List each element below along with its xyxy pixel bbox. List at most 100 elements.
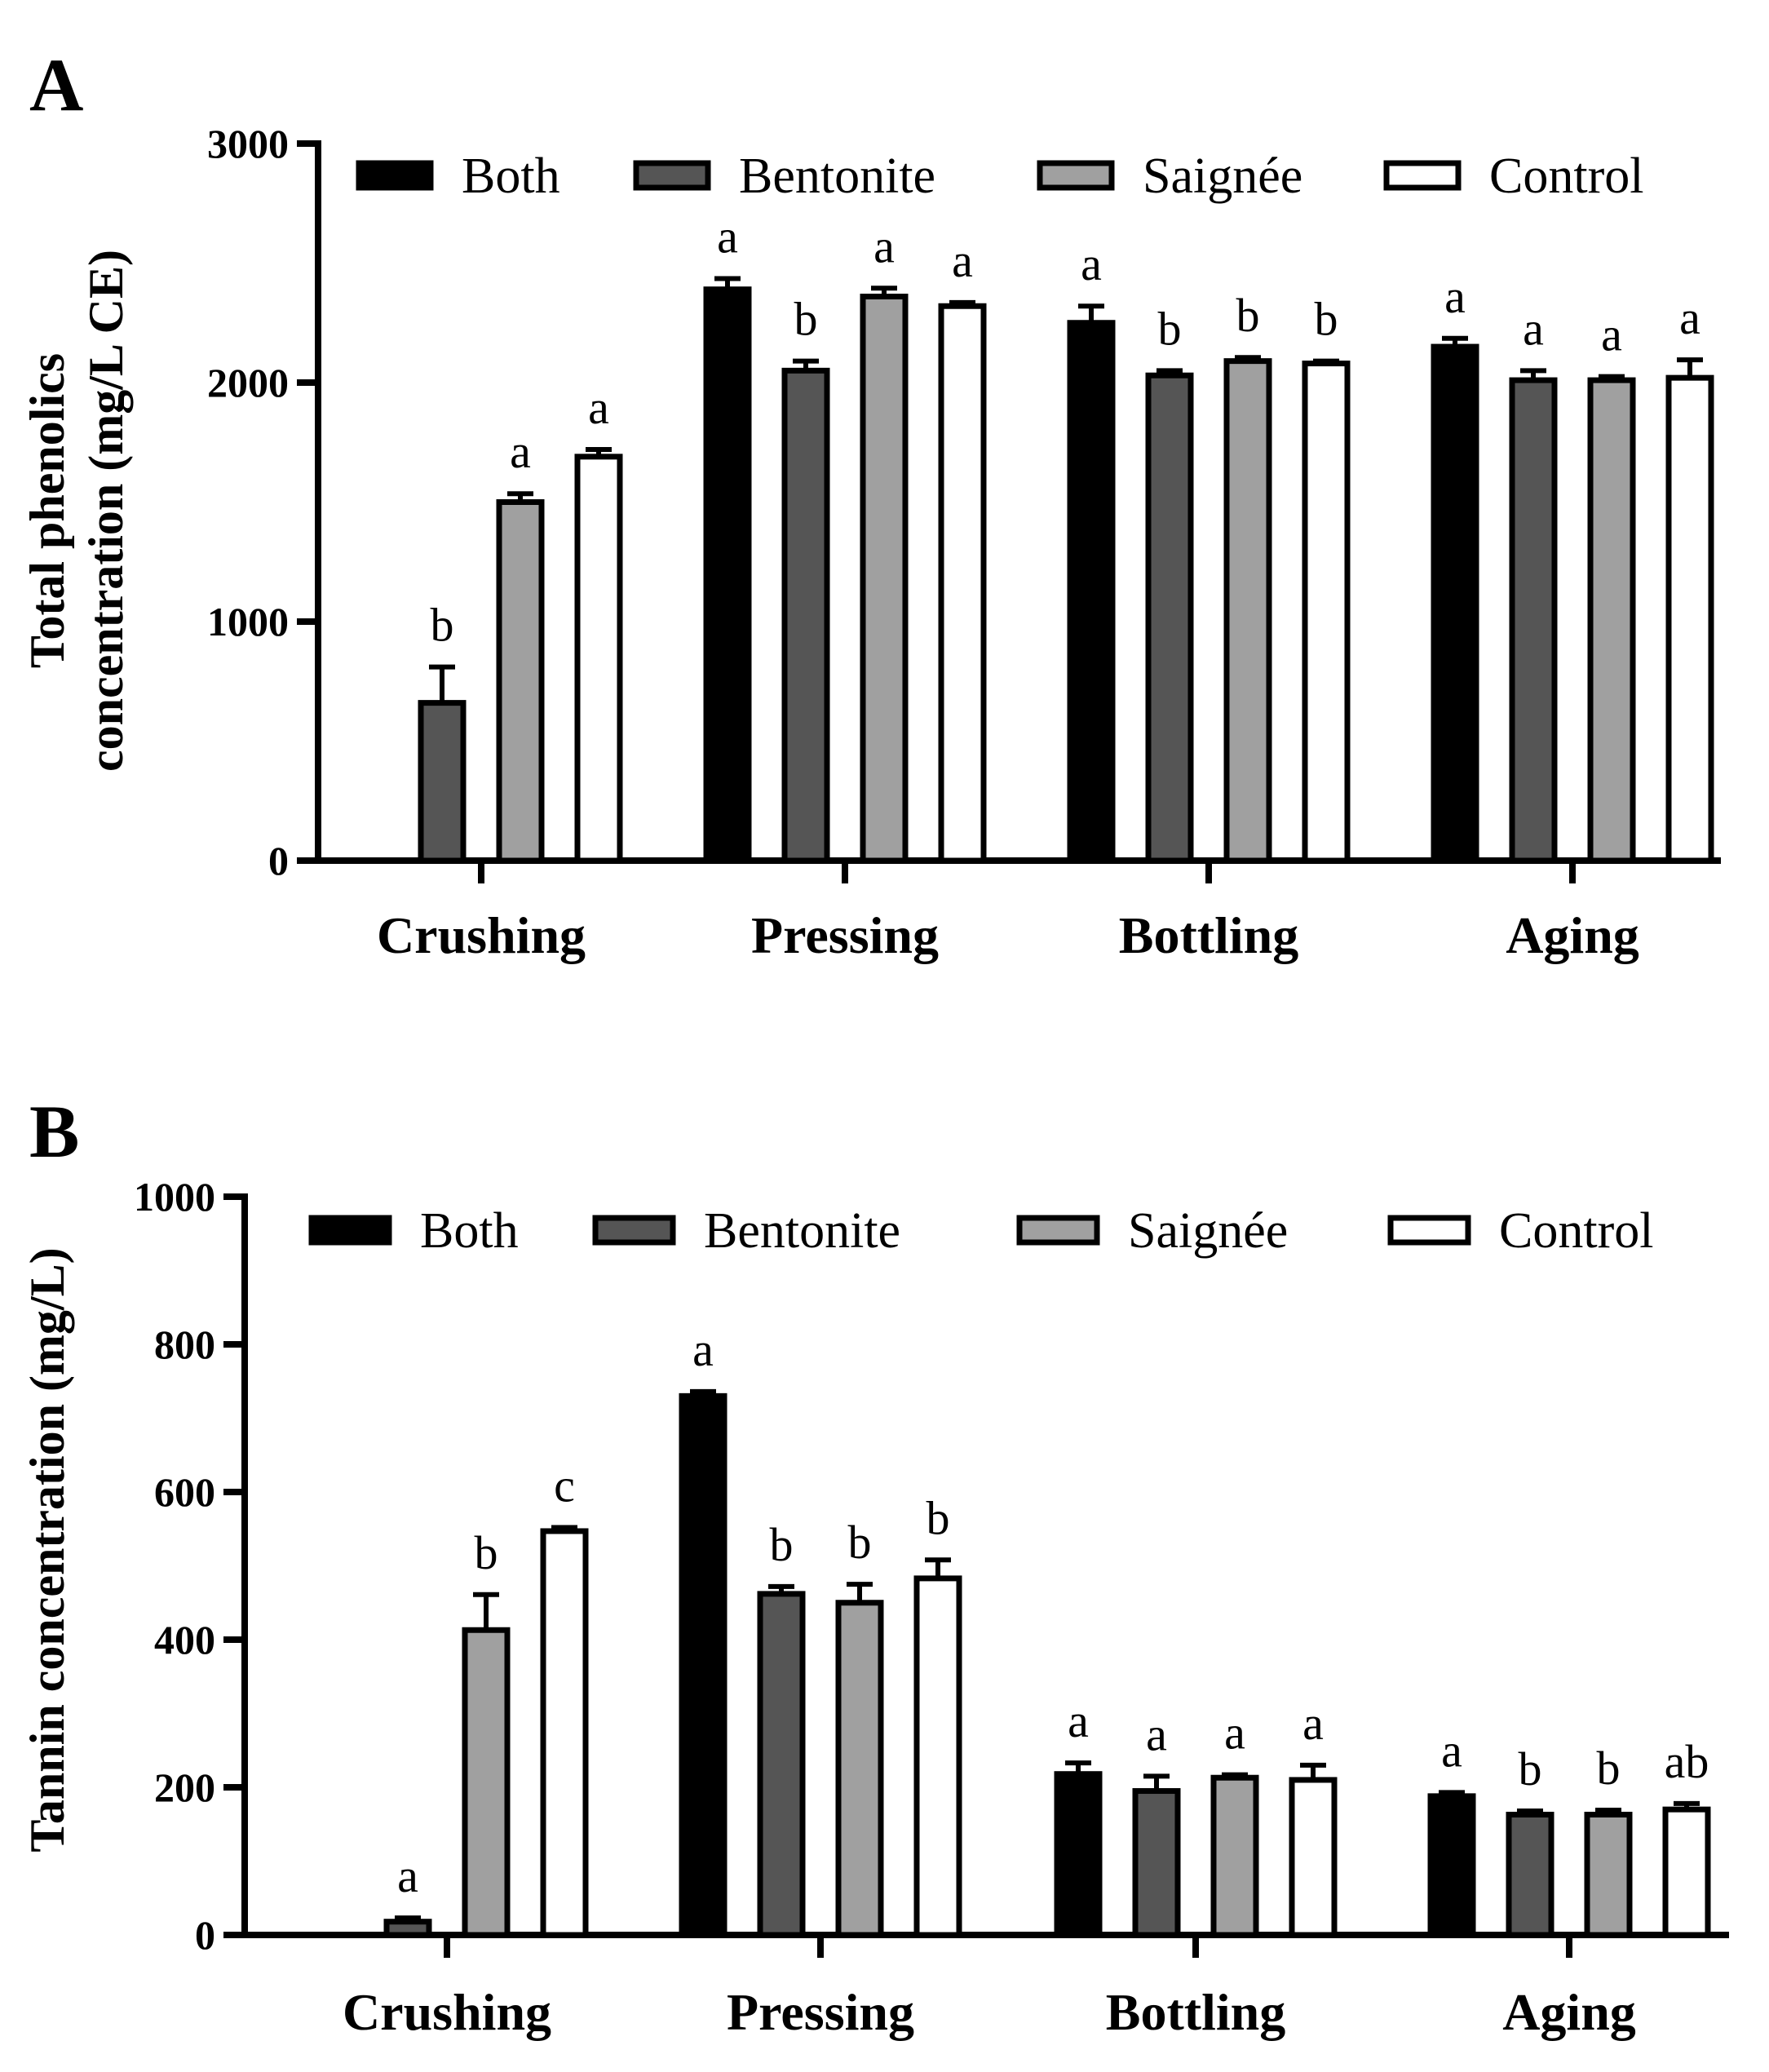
y-tick-label: 2000	[207, 360, 289, 405]
bar-saigne-pressing	[860, 294, 909, 864]
significance-letter: b	[1315, 293, 1338, 346]
bar-control-aging	[1665, 374, 1714, 864]
x-tick-label: Crushing	[343, 1983, 551, 2041]
legend-label: Bentonite	[704, 1203, 900, 1259]
bar-control-bottling	[1289, 1777, 1338, 1938]
y-tick-label: 600	[154, 1469, 215, 1515]
significance-letter: b	[431, 599, 454, 652]
legend-swatch	[308, 1215, 392, 1246]
significance-letter: b	[1597, 1742, 1621, 1795]
significance-letter: a	[692, 1323, 714, 1376]
panel-b-letter: B	[29, 1090, 79, 1173]
x-tick-label: Aging	[1502, 1983, 1636, 2041]
bar-control-aging	[1662, 1806, 1711, 1938]
legend-label: Saignée	[1128, 1203, 1288, 1259]
panel-a: A Total phenolics concentration (mg/L CE…	[20, 43, 1721, 964]
significance-letter: b	[1519, 1742, 1542, 1795]
legend-label: Control	[1489, 148, 1643, 204]
significance-letter: a	[1224, 1707, 1245, 1760]
legend-swatch	[1387, 1215, 1471, 1246]
legend-swatch	[592, 1215, 676, 1246]
bar-bentonite-pressing	[757, 1591, 806, 1938]
bar-control-crushing	[540, 1528, 589, 1938]
bar-saigne-crushing	[496, 499, 545, 864]
significance-letter: a	[1444, 270, 1466, 323]
legend-swatch	[1037, 160, 1115, 191]
significance-letter: a	[952, 234, 973, 287]
panel-a-y-axis-title-line2: concentration (mg/L CE)	[79, 250, 133, 772]
significance-letter: a	[873, 219, 895, 272]
bar-bentonite-bottling	[1145, 372, 1194, 864]
bar-saigne-aging	[1584, 1811, 1633, 1938]
significance-letter: b	[770, 1518, 794, 1571]
x-tick-label: Pressing	[727, 1983, 914, 2041]
bar-saigne-bottling	[1223, 358, 1272, 864]
bar-both-bottling	[1054, 1771, 1103, 1938]
bar-bentonite-aging	[1509, 377, 1558, 864]
panel-a-plot-area: 0 1000 2000 3000 Crushing b a a Pressing a b a a Bott…	[207, 121, 1721, 964]
x-tick-label: Pressing	[751, 906, 939, 964]
bar-control-bottling	[1302, 361, 1351, 864]
bar-both-pressing	[679, 1392, 728, 1938]
x-tick-label: Bottling	[1119, 906, 1298, 964]
bar-control-pressing	[913, 1575, 962, 1938]
bar-saigne-pressing	[835, 1600, 884, 1938]
bar-both-pressing	[703, 286, 752, 864]
bar-both-aging	[1431, 343, 1479, 864]
y-tick-label: 0	[268, 838, 289, 883]
significance-letter: ab	[1665, 1735, 1709, 1788]
bar-both-aging	[1427, 1793, 1476, 1938]
y-tick-label: 1000	[207, 599, 289, 644]
panel-b: B Tannin concentration (mg/L) 0 200 400 600…	[20, 1090, 1729, 2041]
bar-bentonite-crushing	[383, 1919, 432, 1938]
legend-label: Both	[420, 1203, 519, 1259]
legend-swatch	[1016, 1215, 1100, 1246]
significance-letter: a	[1601, 308, 1622, 361]
y-tick-label: 400	[154, 1617, 215, 1662]
bar-bentonite-bottling	[1132, 1788, 1181, 1938]
significance-letter: a	[588, 381, 609, 434]
significance-letter: a	[397, 1849, 418, 1902]
legend-label: Bentonite	[739, 148, 935, 204]
significance-letter: a	[1081, 237, 1102, 290]
bar-bentonite-pressing	[781, 367, 830, 864]
bar-saigne-crushing	[462, 1627, 511, 1938]
legend-swatch	[1383, 160, 1462, 191]
significance-letter: a	[1146, 1707, 1167, 1760]
significance-letter: b	[475, 1526, 498, 1579]
y-tick-label: 800	[154, 1322, 215, 1367]
significance-letter: a	[717, 210, 738, 263]
bar-saigne-aging	[1587, 377, 1636, 864]
panel-a-y-axis-title-line1: Total phenolics	[20, 353, 74, 668]
significance-letter: b	[1158, 302, 1182, 355]
panel-a-letter: A	[29, 43, 83, 126]
x-tick-label: Bottling	[1106, 1983, 1285, 2041]
legend-label: Saignée	[1143, 148, 1302, 204]
x-tick-label: Crushing	[377, 906, 586, 964]
significance-letter: a	[1068, 1694, 1089, 1747]
significance-letter: a	[510, 425, 531, 478]
significance-letter: a	[1679, 291, 1700, 344]
bar-control-crushing	[574, 454, 623, 864]
bar-control-pressing	[938, 303, 987, 864]
significance-letter: a	[1441, 1724, 1462, 1777]
legend-swatch	[633, 160, 711, 191]
significance-letter: b	[1236, 289, 1260, 342]
significance-letter: c	[554, 1459, 575, 1512]
significance-letter: b	[848, 1516, 872, 1569]
significance-letter: a	[1302, 1697, 1324, 1750]
y-tick-label: 0	[195, 1912, 215, 1958]
bar-both-bottling	[1067, 320, 1116, 864]
y-tick-label: 3000	[207, 121, 289, 166]
panel-b-y-axis-title: Tannin concentration (mg/L)	[20, 1247, 74, 1852]
legend-label: Control	[1499, 1203, 1653, 1259]
x-tick-label: Aging	[1506, 906, 1639, 964]
legend-label: Both	[462, 148, 560, 204]
bar-bentonite-crushing	[418, 700, 467, 864]
y-tick-label: 200	[154, 1764, 215, 1810]
y-tick-label: 1000	[134, 1174, 215, 1220]
bar-saigne-bottling	[1210, 1774, 1259, 1938]
significance-letter: b	[794, 293, 818, 346]
